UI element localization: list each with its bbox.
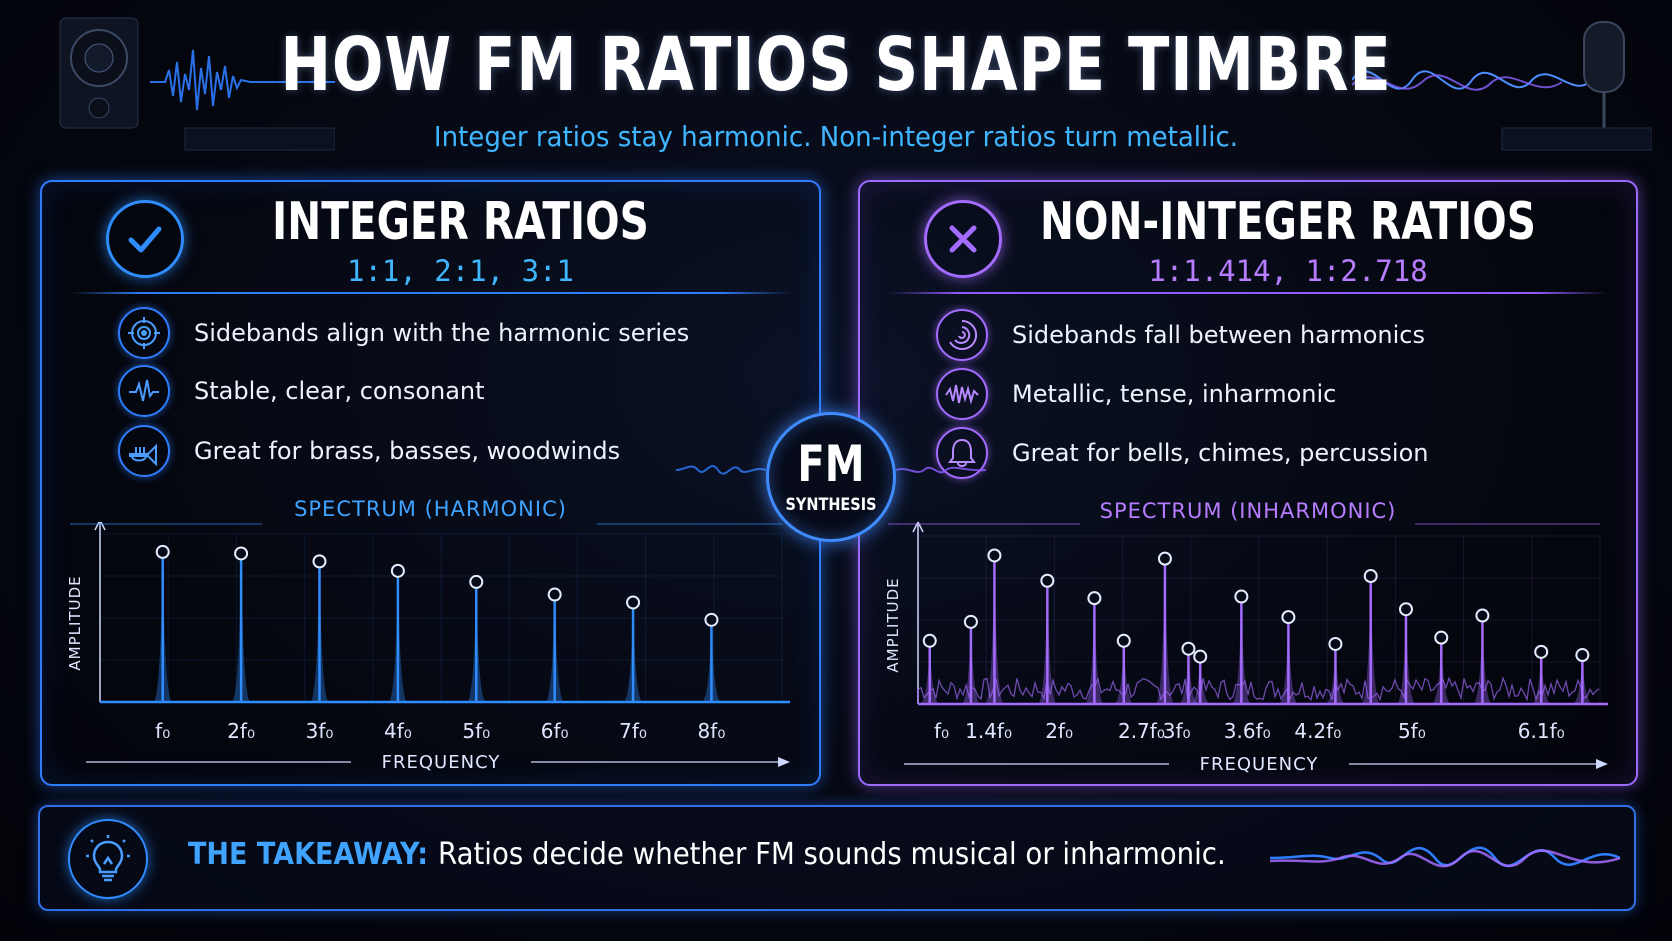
x-tick-label: f₀	[934, 719, 949, 743]
bullet-item: Sidebands align with the harmonic series	[118, 307, 690, 359]
divider	[70, 292, 791, 294]
bullet-text: Great for bells, chimes, percussion	[1012, 439, 1429, 467]
peak-marker	[469, 574, 484, 589]
x-tick-label: 2f₀	[1045, 719, 1073, 743]
peak-marker	[963, 614, 978, 629]
panel-ratios: 1:1, 2:1, 3:1	[347, 254, 574, 288]
peak-marker	[1040, 573, 1055, 588]
peak-marker	[922, 633, 937, 648]
peak-marker	[1193, 649, 1208, 664]
x-axis-arrow	[778, 757, 790, 767]
spectrum-title: SPECTRUM (HARMONIC)	[294, 497, 567, 521]
connector-wave	[676, 465, 986, 475]
bullet-item: Sidebands fall between harmonics	[936, 309, 1425, 361]
y-axis-arrow	[912, 522, 924, 533]
peak-marker	[1181, 641, 1196, 656]
bullet-item: Metallic, tense, inharmonic	[936, 368, 1337, 420]
bullet-text: Great for brass, basses, woodwinds	[194, 437, 621, 465]
takeaway-text: Ratios decide whether FM sounds musical …	[438, 837, 1226, 872]
panel-title: INTEGER RATIOS	[272, 192, 649, 252]
page-title: HOW FM RATIOS SHAPE TIMBRE	[280, 22, 1392, 108]
bullet-text: Sidebands align with the harmonic series	[194, 319, 690, 347]
center-sub-label: SYNTHESIS	[785, 495, 877, 515]
waveform-icon	[118, 365, 170, 417]
peak-marker	[1398, 602, 1413, 617]
peak-marker	[547, 587, 562, 602]
peak-marker	[1534, 644, 1549, 659]
peak-marker	[1281, 610, 1296, 625]
x-tick-label: 5f₀	[1398, 719, 1426, 743]
peak-marker	[1116, 633, 1131, 648]
peak-marker	[1328, 636, 1343, 651]
takeaway-bar: THE TAKEAWAY: Ratios decide whether FM s…	[38, 805, 1636, 911]
peak-marker	[1234, 589, 1249, 604]
microphone-decoration	[1352, 21, 1652, 151]
peak-marker	[704, 612, 719, 627]
x-tick-label: f₀	[155, 719, 170, 743]
bullet-item: Great for bells, chimes, percussion	[936, 427, 1429, 479]
fm-synthesis-badge: FM SYNTHESIS	[766, 412, 896, 542]
peak-marker	[234, 546, 249, 561]
x-tick-label: 1.4f₀	[965, 719, 1012, 743]
speaker-decoration	[59, 17, 335, 151]
y-axis-arrow	[94, 522, 106, 531]
x-tick-label: 4f₀	[384, 719, 412, 743]
x-tick-label: 2.7f₀	[1118, 719, 1165, 743]
noise-floor	[917, 676, 1600, 704]
spectrum-title: SPECTRUM (INHARMONIC)	[1099, 499, 1397, 523]
x-tick-label: 4.2f₀	[1294, 719, 1341, 743]
y-axis-label: AMPLITUDE	[884, 577, 902, 672]
peak-marker	[390, 563, 405, 578]
x-tick-label: 2f₀	[227, 719, 255, 743]
peak-marker	[312, 554, 327, 569]
target-icon	[118, 307, 170, 359]
x-axis-arrow	[1596, 759, 1608, 769]
takeaway-wave-decoration	[1270, 846, 1620, 868]
x-axis-label: FREQUENCY	[1200, 754, 1319, 775]
x-icon	[924, 200, 1002, 278]
peak-marker	[626, 595, 641, 610]
x-tick-label: 5f₀	[462, 719, 490, 743]
x-tick-label: 3f₀	[306, 719, 334, 743]
jagged-wave-icon	[936, 368, 988, 420]
x-tick-label: 7f₀	[619, 719, 647, 743]
x-tick-label: 6f₀	[541, 719, 569, 743]
peak-marker	[1575, 648, 1590, 663]
peak-marker	[1434, 630, 1449, 645]
panel-title: NON-INTEGER RATIOS	[1040, 192, 1536, 252]
x-tick-label: 3f₀	[1163, 719, 1191, 743]
divider	[888, 292, 1608, 294]
peak-marker	[987, 548, 1002, 563]
bell-icon	[936, 427, 988, 479]
peak-marker	[1087, 591, 1102, 606]
integer-ratios-panel: INTEGER RATIOS 1:1, 2:1, 3:1 Sidebands a…	[40, 180, 821, 786]
y-axis-label: AMPLITUDE	[66, 575, 84, 670]
check-icon	[106, 200, 184, 278]
bullet-item: Great for brass, basses, woodwinds	[118, 425, 621, 477]
spiral-icon	[936, 309, 988, 361]
peak-marker	[1157, 551, 1172, 566]
lightbulb-icon	[68, 819, 148, 899]
non-integer-ratios-panel: NON-INTEGER RATIOS 1:1.414, 1:2.718 Side…	[858, 180, 1638, 786]
trumpet-icon	[118, 425, 170, 477]
peak-marker	[1475, 608, 1490, 623]
x-tick-label: 6.1f₀	[1518, 719, 1565, 743]
x-axis-label: FREQUENCY	[382, 752, 501, 773]
x-tick-label: 3.6f₀	[1224, 719, 1271, 743]
takeaway-label: THE TAKEAWAY:	[188, 837, 429, 872]
x-tick-label: 8f₀	[698, 719, 726, 743]
peak-marker	[155, 544, 170, 559]
harmonic-spectrum-chart: AMPLITUDE f₀ 2f₀ 3f₀ 4f₀ 5f₀ 6f₀ 7f₀ 8f₀ FREQUENC…	[66, 522, 790, 773]
center-main-label: FM	[797, 435, 865, 493]
page-subtitle: Integer ratios stay harmonic. Non-intege…	[433, 120, 1239, 153]
bullet-text: Stable, clear, consonant	[194, 377, 485, 405]
bullet-item: Stable, clear, consonant	[118, 365, 485, 417]
peak-marker	[1363, 569, 1378, 584]
bullet-text: Metallic, tense, inharmonic	[1012, 380, 1337, 408]
panel-ratios: 1:1.414, 1:2.718	[1148, 254, 1428, 288]
bullet-text: Sidebands fall between harmonics	[1012, 321, 1425, 349]
